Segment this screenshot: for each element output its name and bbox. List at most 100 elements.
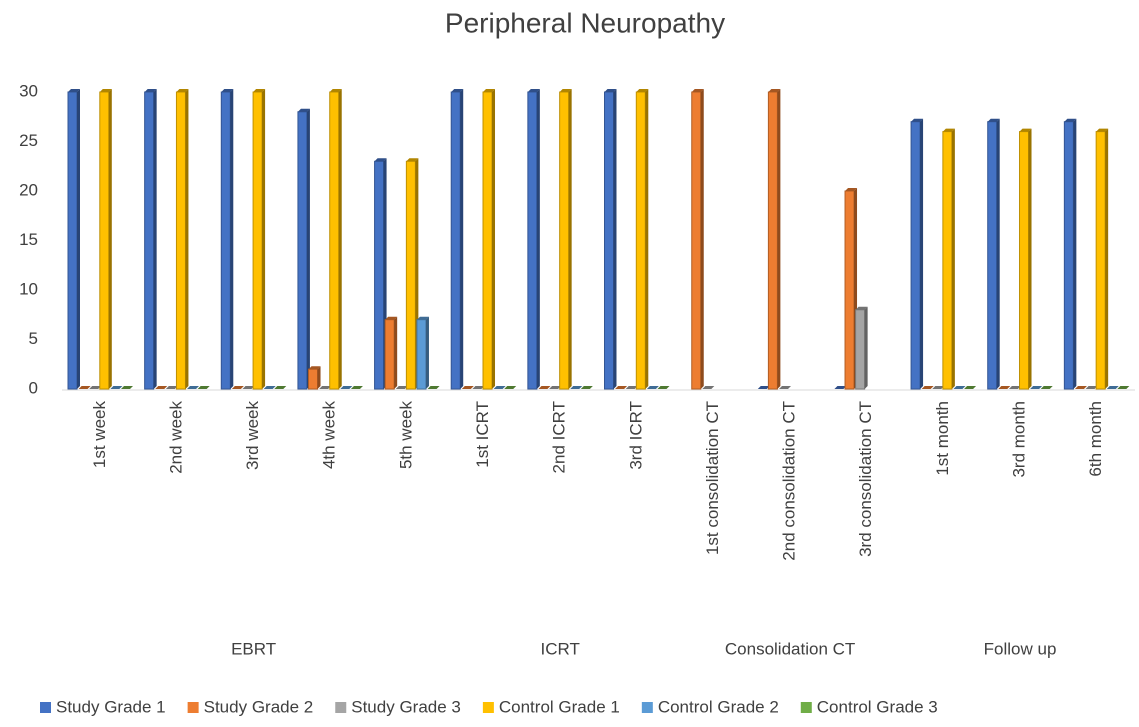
bar-top bbox=[691, 89, 704, 92]
bar bbox=[99, 91, 110, 390]
bar-top bbox=[615, 386, 628, 389]
group-label: EBRT bbox=[231, 639, 276, 658]
bar bbox=[220, 91, 231, 390]
bar-top bbox=[187, 386, 200, 389]
y-tick-label: 20 bbox=[19, 180, 38, 199]
x-tick-label: 4th week bbox=[320, 401, 339, 470]
x-tick-label: 1st month bbox=[933, 401, 952, 476]
x-tick-label: 3rd week bbox=[243, 401, 262, 470]
x-tick-label: 1st consolidation CT bbox=[703, 401, 722, 555]
bar-top bbox=[68, 89, 80, 92]
y-tick-label: 0 bbox=[29, 378, 38, 397]
y-tick-label: 15 bbox=[19, 230, 38, 249]
legend-swatch bbox=[641, 702, 653, 713]
bar bbox=[67, 91, 78, 390]
bar bbox=[384, 319, 395, 390]
bar-top bbox=[274, 386, 287, 389]
bar-top bbox=[604, 89, 617, 92]
bar-side bbox=[536, 89, 540, 389]
bar-side bbox=[864, 306, 868, 389]
bar-top bbox=[998, 386, 1011, 389]
bar-top bbox=[472, 386, 485, 389]
bar-top bbox=[416, 316, 429, 320]
bar-side bbox=[1105, 128, 1109, 389]
group-label: Follow up bbox=[984, 639, 1057, 658]
bar-top bbox=[483, 89, 496, 92]
bar-top bbox=[953, 386, 966, 389]
bar-side bbox=[262, 89, 266, 389]
bar-top bbox=[263, 386, 276, 389]
bar-side bbox=[317, 366, 321, 389]
bar-top bbox=[297, 108, 310, 112]
bar-top bbox=[329, 89, 342, 92]
bar-side bbox=[996, 118, 1000, 389]
bar-top bbox=[768, 89, 781, 92]
bar-top bbox=[374, 158, 387, 162]
bar-top bbox=[176, 89, 189, 92]
bar-top bbox=[527, 89, 540, 92]
bar-top bbox=[1064, 118, 1077, 122]
bar bbox=[855, 309, 866, 390]
bar bbox=[767, 91, 778, 390]
x-tick-label: 2nd consolidation CT bbox=[780, 401, 799, 561]
bar-top bbox=[1019, 128, 1032, 132]
bar-side bbox=[394, 316, 398, 389]
bar-top bbox=[221, 89, 234, 92]
bar-side bbox=[951, 128, 955, 389]
chart-title: Peripheral Neuropathy bbox=[445, 7, 725, 38]
bar-side bbox=[613, 89, 617, 389]
bar-top bbox=[570, 386, 583, 389]
bar-top bbox=[144, 89, 157, 92]
bar-top bbox=[1106, 386, 1119, 389]
legend-swatch bbox=[40, 702, 51, 713]
bar-top bbox=[308, 366, 321, 370]
bar bbox=[297, 111, 308, 390]
bar bbox=[1095, 131, 1106, 390]
bar-top bbox=[1030, 386, 1043, 389]
bar-top bbox=[110, 386, 123, 389]
bar bbox=[604, 91, 614, 390]
bar-top bbox=[385, 316, 398, 320]
bar-top bbox=[350, 386, 363, 389]
bar-side bbox=[108, 89, 112, 389]
bar-top bbox=[493, 386, 506, 389]
bar bbox=[329, 91, 340, 390]
x-tick-label: 1st week bbox=[90, 401, 109, 469]
legend-swatch bbox=[335, 702, 347, 713]
bar-top bbox=[845, 188, 858, 191]
legend-swatch bbox=[187, 702, 199, 713]
bar-top bbox=[340, 386, 353, 389]
bar-top bbox=[964, 386, 977, 389]
bar-side bbox=[700, 89, 704, 389]
bar-top bbox=[197, 386, 210, 389]
bar-top bbox=[99, 89, 112, 92]
bar-top bbox=[253, 89, 266, 92]
bar-top bbox=[319, 386, 332, 389]
bar-top bbox=[580, 386, 593, 389]
bar bbox=[691, 91, 702, 390]
bar-top bbox=[155, 386, 168, 389]
legend-label: Control Grade 3 bbox=[817, 697, 938, 716]
bar-top bbox=[702, 386, 715, 389]
legend-label: Study Grade 2 bbox=[204, 697, 314, 716]
bar-side bbox=[77, 89, 80, 389]
y-tick-label: 25 bbox=[19, 131, 38, 150]
bar-side bbox=[306, 108, 310, 390]
bar bbox=[559, 91, 570, 390]
bar-side bbox=[425, 316, 429, 389]
x-tick-label: 6th month bbox=[1086, 401, 1105, 477]
y-tick-label: 5 bbox=[29, 329, 38, 348]
bar-top bbox=[461, 386, 474, 389]
bar-side bbox=[460, 89, 464, 389]
legend-swatch bbox=[800, 702, 812, 713]
legend-label: Study Grade 1 bbox=[56, 697, 166, 716]
bar bbox=[416, 319, 427, 390]
x-tick-label: 1st ICRT bbox=[473, 401, 492, 468]
bar-top bbox=[942, 128, 955, 132]
bar-top bbox=[1085, 386, 1098, 389]
bar-top bbox=[231, 386, 244, 389]
bar bbox=[1019, 131, 1030, 390]
x-tick-label: 2nd ICRT bbox=[550, 401, 569, 473]
bar-top bbox=[1008, 386, 1021, 389]
